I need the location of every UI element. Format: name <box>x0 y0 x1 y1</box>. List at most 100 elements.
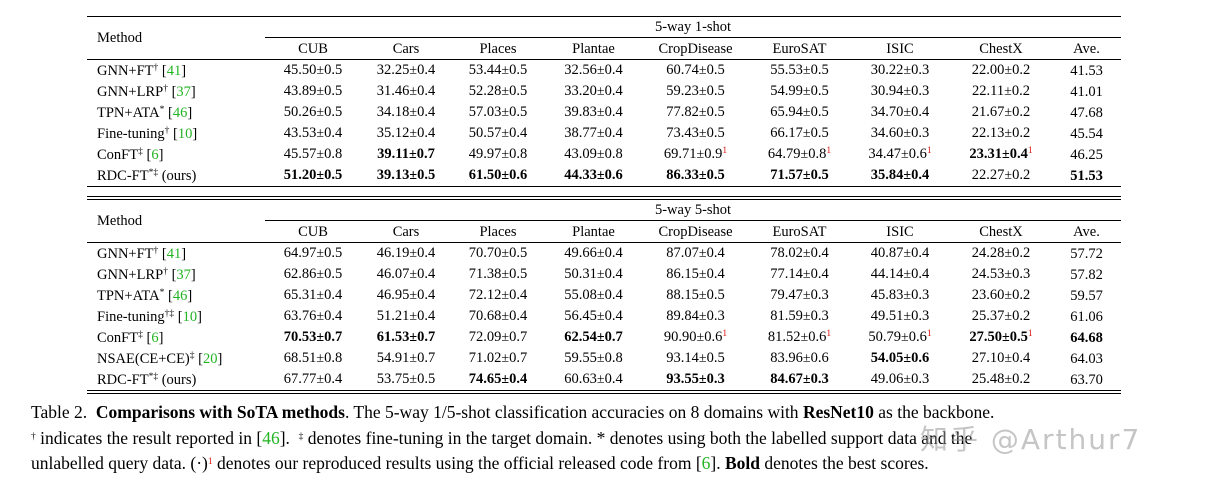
method-cell: Fine-tuning† [10] <box>97 125 198 142</box>
score-cell: 51.21±0.4 <box>361 306 451 327</box>
score-cell: 47.68 <box>1052 102 1121 123</box>
score-mean: 50.79 <box>868 329 902 345</box>
plus-minus-sign: ± <box>1004 267 1013 282</box>
plus-minus-sign: ± <box>1004 84 1012 99</box>
score-cell: 21.67±0.2 <box>950 102 1052 123</box>
score-mean: 30.94 <box>870 83 904 99</box>
method-cell: ConFT‡ [6] <box>97 329 164 346</box>
plus-minus-sign: ± <box>316 168 325 183</box>
score-mean: 44.33 <box>564 167 597 183</box>
score-cell: 51.53 <box>1052 165 1122 187</box>
score-ci: 0.4 <box>417 266 436 282</box>
plus-minus-sign: ± <box>409 84 418 99</box>
score-cell: 30.22±0.3 <box>850 60 950 82</box>
score-cell: 67.77±0.4 <box>265 369 361 391</box>
score-mean: 34.70 <box>870 104 904 120</box>
method-ref[interactable]: 20 <box>202 350 218 367</box>
score-mean: 22.27 <box>971 167 1005 183</box>
method-name: GNN+LRP <box>97 266 164 283</box>
score-cell: 39.13±0.5 <box>361 165 451 187</box>
score-mean: 49.06 <box>870 371 904 387</box>
plus-minus-sign: ± <box>501 246 510 261</box>
score-cell: 66.17±0.5 <box>749 123 850 144</box>
method-cell: GNN+FT† [41] <box>97 245 187 262</box>
score-cell: 50.79±0.61 <box>850 327 950 348</box>
score-ci: 0.2 <box>1012 371 1031 387</box>
table-row: GNN+FT† [41] 45.50±0.5 32.25±0.4 53.44±0.5 3… <box>87 60 1121 82</box>
score-value-wrap: 45.83±0.3 <box>871 287 929 303</box>
method-cell: Fine-tuning†‡ [10] <box>97 308 202 325</box>
score-value-wrap: 51.53 <box>1070 168 1103 184</box>
table-row: TPN+ATA* [46] 50.26±0.5 34.18±0.4 57.03±0.5… <box>87 102 1121 123</box>
plus-minus-sign: ± <box>1004 372 1013 387</box>
plus-minus-sign: ± <box>1004 168 1013 183</box>
score-mean: 33.20 <box>564 83 597 99</box>
plus-minus-sign: ± <box>903 168 912 183</box>
score-value-wrap: 61.06 <box>1070 309 1103 325</box>
plus-minus-sign: ± <box>698 126 707 141</box>
caption-dagger-ref[interactable]: 46 <box>262 427 280 448</box>
method-ref[interactable]: 41 <box>166 245 182 262</box>
method-ref[interactable]: 41 <box>166 62 182 79</box>
caption-title: Comparisons with SoTA methods <box>95 402 345 422</box>
score-cell: 64.97±0.5 <box>265 243 361 265</box>
score-cell: 63.70 <box>1052 369 1122 391</box>
score-mean: 57.72 <box>1070 245 1103 262</box>
plus-minus-sign: ± <box>596 309 605 324</box>
score-mean: 93.55 <box>666 371 699 387</box>
method-header: Method <box>87 16 265 60</box>
score-ci: 0.3 <box>911 371 930 387</box>
method-ref[interactable]: 10 <box>182 308 198 325</box>
score-ci: 0.8 <box>604 350 623 366</box>
plus-minus-sign: ± <box>316 147 325 162</box>
plus-minus-sign: ± <box>698 105 707 120</box>
score-ci: 0.5 <box>706 167 725 183</box>
score-cell: 77.82±0.5 <box>642 102 749 123</box>
score-mean: 24.53 <box>971 266 1005 282</box>
caption-ddagger-text: denotes fine-tuning in the target domain… <box>303 427 973 448</box>
score-cell: 24.53±0.3 <box>950 264 1052 285</box>
score-ci: 0.7 <box>417 350 436 366</box>
score-value-wrap: 88.15±0.5 <box>666 287 724 303</box>
score-value-wrap: 46.19±0.4 <box>377 245 435 261</box>
method-ref[interactable]: 37 <box>176 83 191 100</box>
score-cell: 57.82 <box>1052 264 1121 285</box>
plus-minus-sign: ± <box>316 105 325 120</box>
method-ref[interactable]: 37 <box>176 266 191 283</box>
score-cell: 50.57±0.4 <box>451 123 545 144</box>
score-mean: 79.47 <box>770 287 803 303</box>
score-value-wrap: 40.87±0.4 <box>871 245 929 261</box>
method-ref[interactable]: 46 <box>172 287 188 304</box>
method-ref[interactable]: 46 <box>172 104 188 121</box>
score-value-wrap: 66.17±0.5 <box>770 125 828 141</box>
plus-minus-sign: ± <box>596 267 605 282</box>
score-ci: 0.7 <box>417 329 436 345</box>
score-cell: 44.14±0.4 <box>850 264 950 285</box>
score-ci: 0.5 <box>509 104 528 120</box>
caption-line3-ref[interactable]: 6 <box>701 453 711 473</box>
score-cell: 55.08±0.4 <box>545 285 642 306</box>
score-mean: 53.75 <box>376 371 410 387</box>
score-ci: 0.3 <box>706 371 725 387</box>
plus-minus-sign: ± <box>596 84 605 99</box>
score-value-wrap: 79.47±0.3 <box>770 287 828 303</box>
plus-minus-sign: ± <box>316 84 325 99</box>
method-ref[interactable]: 6 <box>151 329 159 346</box>
plus-minus-sign: ± <box>596 126 605 141</box>
plus-minus-sign: ± <box>903 84 912 99</box>
score-cell: 34.47±0.61 <box>850 144 950 165</box>
score-cell: 46.19±0.4 <box>361 243 451 265</box>
plus-minus-sign: ± <box>802 126 811 141</box>
score-mean: 32.56 <box>564 62 597 78</box>
score-cell: 62.86±0.5 <box>265 264 361 285</box>
plus-minus-sign: ± <box>1004 351 1013 366</box>
method-ref[interactable]: 6 <box>151 146 159 163</box>
score-ci: 0.4 <box>1009 146 1028 162</box>
score-cell: 60.74±0.5 <box>642 60 749 82</box>
score-cell: 59.55±0.8 <box>545 348 642 369</box>
score-cell: 71.02±0.7 <box>451 348 545 369</box>
column-header: EuroSAT <box>749 37 850 60</box>
score-mean: 68.51 <box>283 350 317 366</box>
score-value-wrap: 45.57±0.8 <box>284 146 342 162</box>
method-ref[interactable]: 10 <box>177 125 193 142</box>
